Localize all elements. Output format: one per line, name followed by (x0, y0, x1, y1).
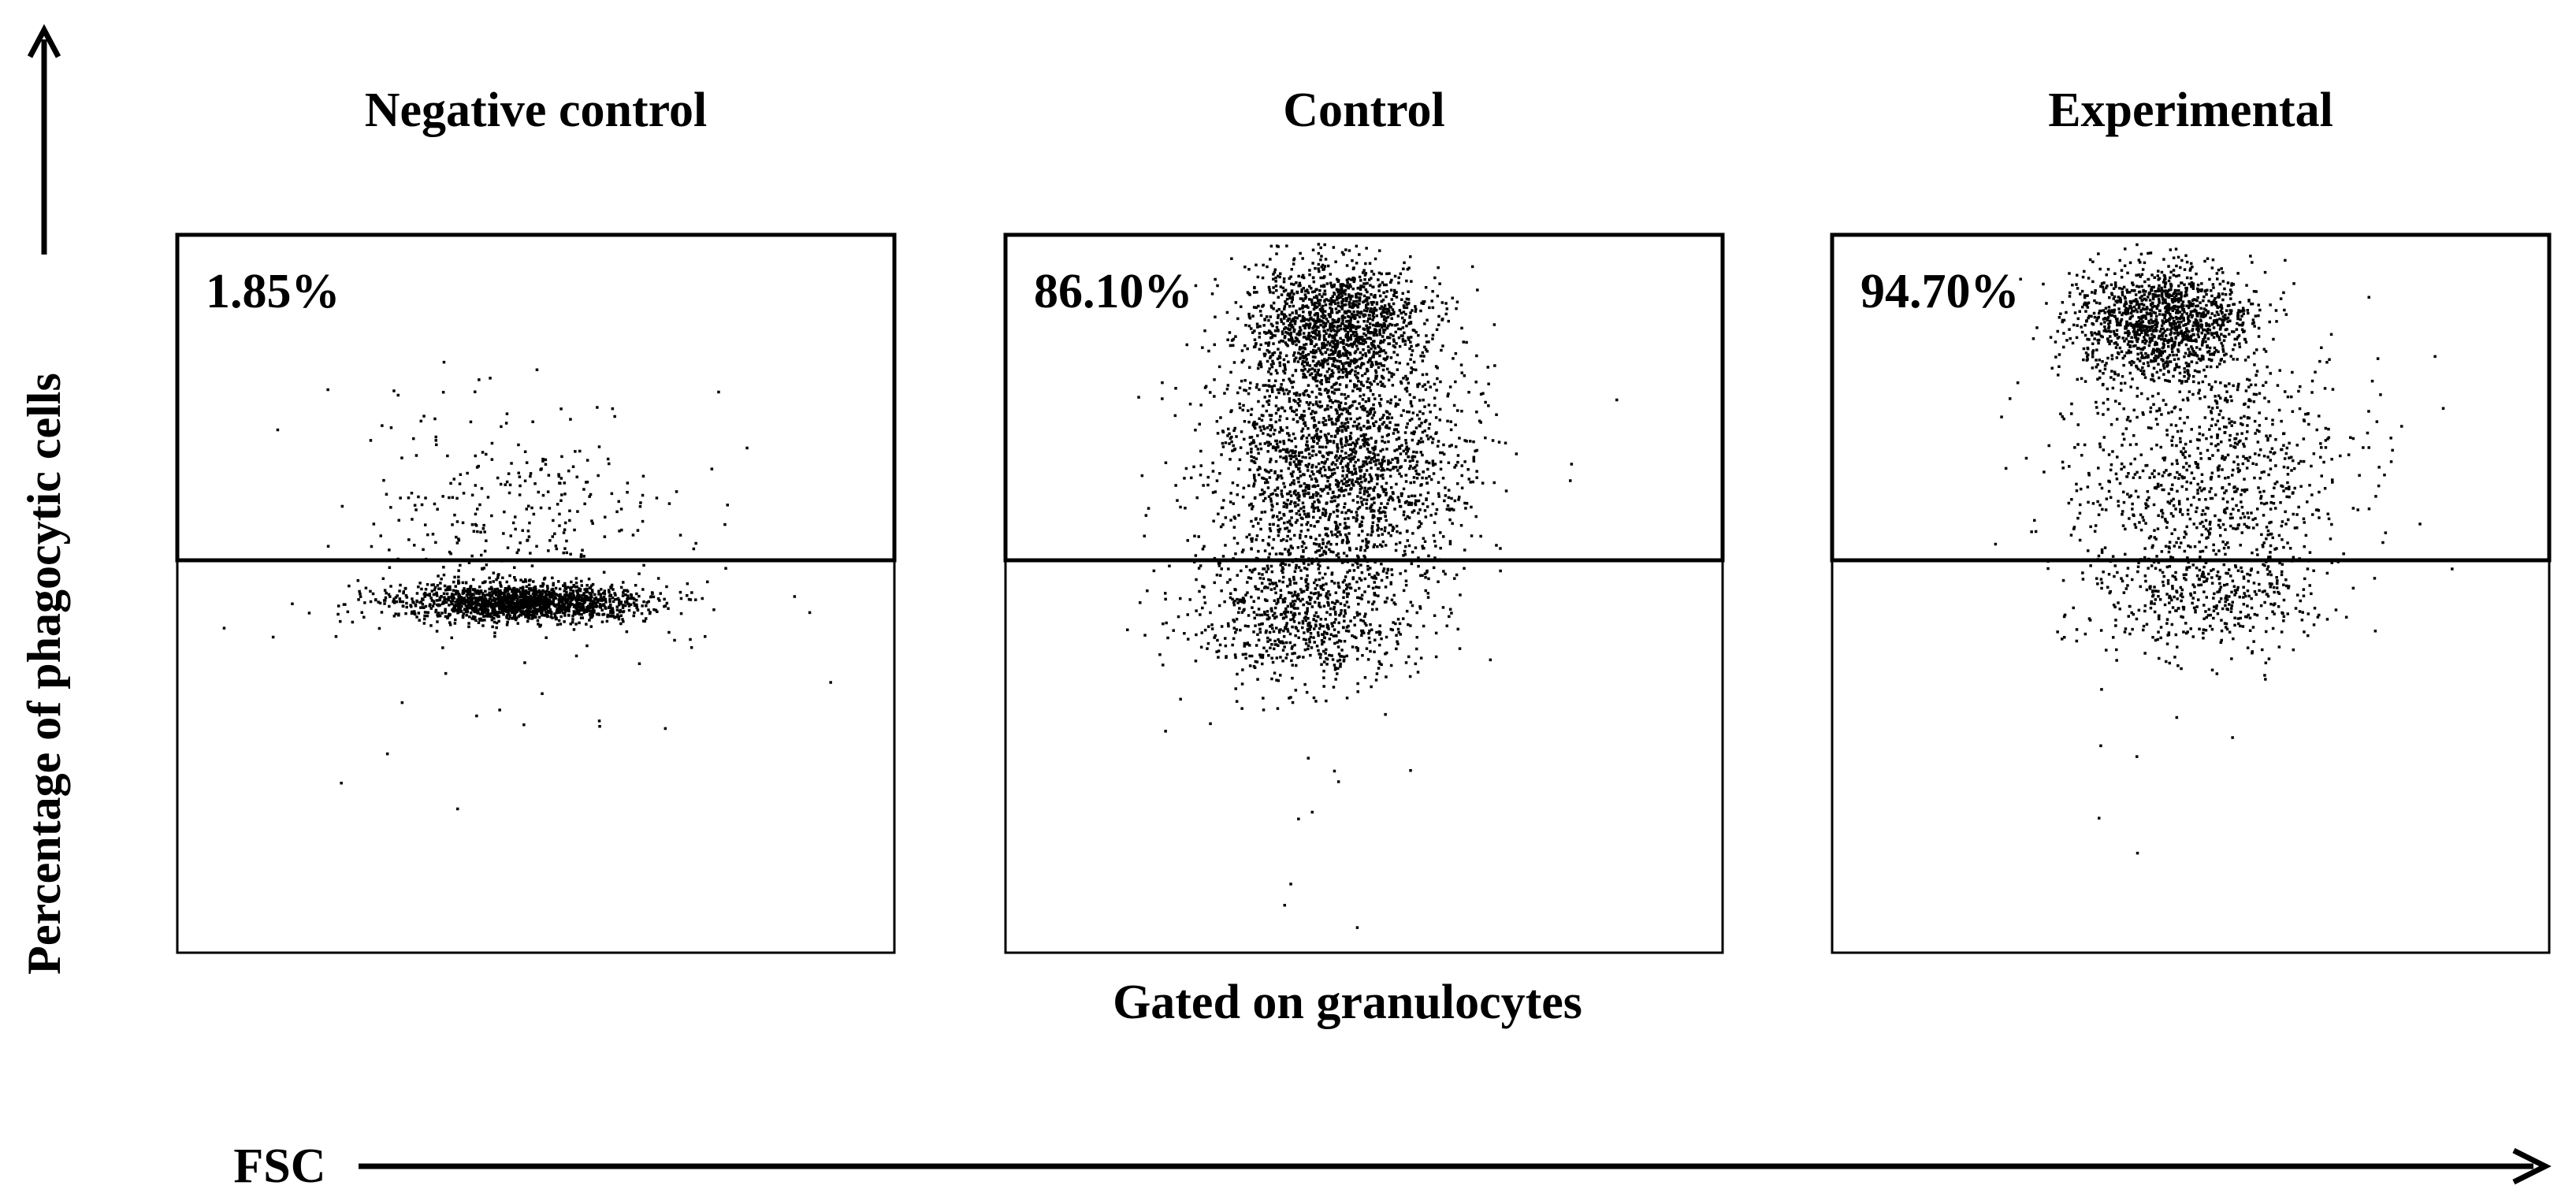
gate-label: 1.85% (206, 265, 340, 318)
gate-label: 94.70% (1860, 265, 2020, 318)
gate (1003, 232, 1725, 563)
y-arrowhead (27, 24, 61, 58)
panel-title: Negative control (365, 84, 707, 137)
gate-label: 86.10% (1034, 265, 1193, 318)
events (1126, 243, 1619, 929)
x-axis-label: FSC (233, 1139, 325, 1193)
y-axis-label: Percentage of phagocytic cells (18, 373, 70, 975)
subtitle: Gated on granulocytes (1113, 976, 1582, 1029)
events (222, 360, 832, 811)
panel-title: Control (1283, 84, 1445, 137)
gate (1830, 232, 2552, 563)
x-arrowhead (2512, 1147, 2552, 1185)
events (1994, 243, 2454, 855)
panel-title: Experimental (2048, 84, 2333, 137)
